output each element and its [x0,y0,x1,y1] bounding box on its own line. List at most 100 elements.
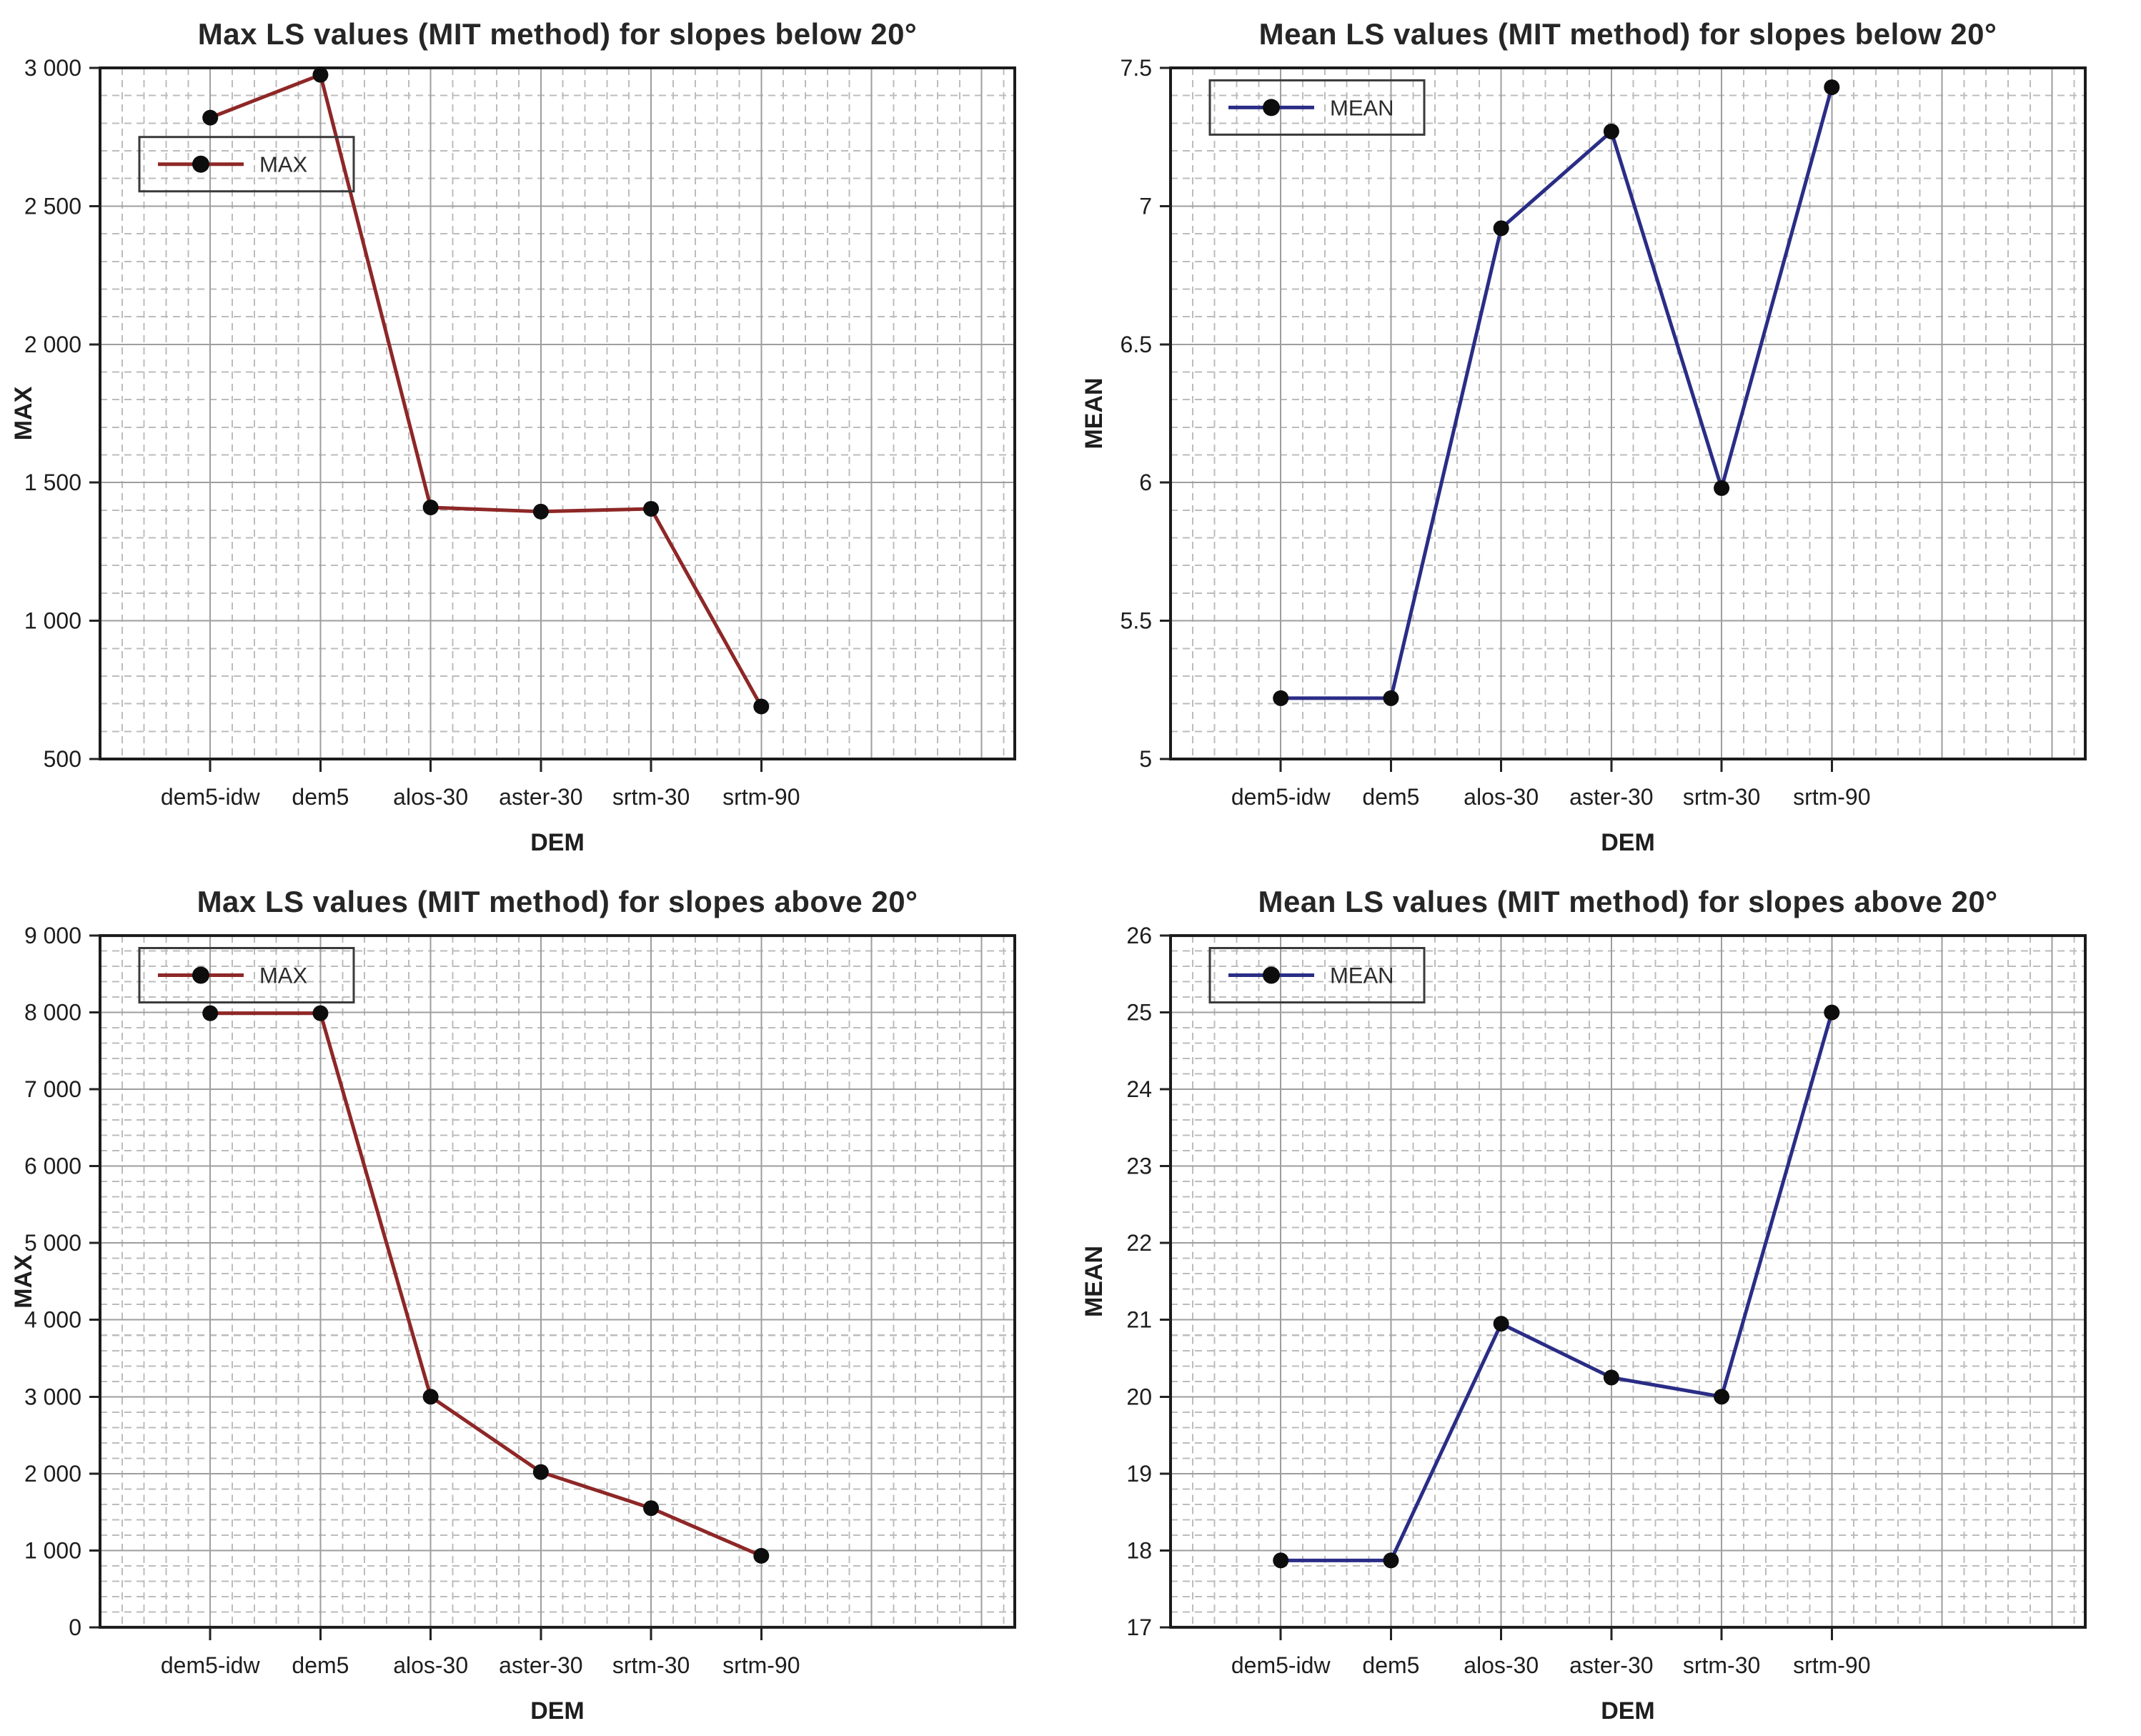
legend-marker-icon [1263,99,1280,116]
legend: MAX [138,946,355,1004]
y-tick-label: 20 [1126,1384,1152,1409]
grid-minor [100,936,1015,1627]
x-axis-labels: dem5-idw dem5 alos-30 aster-30 srtm-30 srtm-9… [161,1652,800,1678]
legend-label: MAX [259,963,307,988]
x-axis-title: DEM [530,829,585,856]
legend: MEAN [1208,946,1426,1004]
y-tick-label: 17 [1126,1615,1152,1640]
data-points [202,1005,770,1564]
legend-box [1208,946,1426,1004]
y-axis-labels: 5 5.5 6 6.5 7 7.5 [1121,55,1152,772]
axis-ticks [89,934,762,1640]
y-tick-label: 1 000 [24,1537,81,1563]
y-tick-label: 25 [1126,1000,1152,1026]
legend-label: MEAN [1330,95,1394,120]
y-axis-labels: 17 18 19 20 21 22 23 24 25 26 [1126,923,1152,1640]
legend-label: MAX [259,152,308,177]
legend: MEAN [1208,79,1426,136]
y-tick-label: 3 000 [24,55,81,81]
y-tick-label: 2 500 [24,193,81,219]
y-tick-label: 5 000 [24,1230,81,1256]
axis-ticks [1160,934,1833,1640]
data-point [1273,1552,1289,1569]
y-tick-label: 7 000 [24,1076,81,1102]
plot-border [99,66,1016,760]
y-tick-label: 2 000 [24,332,81,357]
data-point [1603,1369,1619,1386]
x-tick-label: alos-30 [393,1652,468,1678]
grid-major [1171,68,2085,759]
plot-border [99,934,1016,1629]
x-tick-label: aster-30 [1569,1652,1653,1678]
chart-title: Mean LS values (MIT method) for slopes b… [1258,17,1997,51]
data-point [1383,1552,1399,1569]
grid-major [100,936,1015,1627]
y-tick-label: 0 [69,1615,81,1640]
legend-box [138,136,355,193]
x-tick-label: dem5 [292,784,349,810]
x-tick-label: alos-30 [1464,784,1539,810]
y-tick-label: 6.5 [1121,332,1152,357]
x-axis-labels: dem5-idw dem5 alos-30 aster-30 srtm-30 srtm-9… [1231,1652,1871,1678]
data-point [1273,690,1289,706]
x-tick-label: srtm-90 [722,784,800,810]
legend-box [138,946,355,1004]
data-point [532,503,549,520]
data-point [532,1464,549,1480]
data-points [202,66,770,715]
data-point [422,500,439,516]
y-tick-label: 21 [1126,1307,1152,1333]
y-tick-label: 18 [1126,1537,1152,1563]
x-tick-label: srtm-30 [612,1652,690,1678]
series-line [1278,85,1834,700]
data-point [312,1005,329,1021]
y-tick-label: 8 000 [24,1000,81,1026]
grid-minor [1171,936,2085,1627]
data-point [753,1547,770,1564]
grid-major [1171,936,2085,1627]
series-line [1278,1011,1834,1562]
chart-max-ls-above-20: Max LS values (MIT method) for slopes ab… [0,868,1070,1736]
y-axis-title: MEAN [1081,1246,1108,1317]
data-points [1273,1004,1840,1569]
data-point [1714,1389,1730,1405]
data-point [643,500,660,517]
y-tick-label: 7 [1139,193,1152,219]
series-line [208,73,763,709]
y-tick-label: 24 [1126,1076,1152,1102]
x-tick-label: aster-30 [499,784,582,810]
y-axis-title: MAX [10,386,37,440]
chart-max-ls-above-20-canvas: 0 1 000 2 000 3 000 4 000 5 000 6 000 7 000 8 00… [10,923,1016,1725]
x-tick-label: aster-30 [1569,784,1653,810]
y-tick-label: 1 500 [24,470,81,495]
x-tick-label: dem5 [1362,784,1419,810]
x-tick-label: dem5 [1362,1652,1419,1678]
axis-ticks [89,66,762,772]
x-tick-label: dem5 [292,1652,349,1678]
x-tick-label: alos-30 [1464,1652,1539,1678]
y-axis-title: MEAN [1081,377,1108,449]
x-tick-label: alos-30 [393,784,468,810]
y-tick-label: 6 [1139,470,1152,495]
y-tick-label: 23 [1126,1154,1152,1179]
x-tick-label: srtm-30 [612,784,690,810]
chart-mean-ls-below-20-canvas: 5 5.5 6 6.5 7 7.5 dem5-idw dem5 alos-30 aster-30 s… [1081,55,2087,856]
legend: MAX [138,136,355,193]
y-tick-label: 500 [44,746,81,772]
x-tick-label: srtm-30 [1683,1652,1760,1678]
grid-minor [100,68,1015,759]
y-tick-label: 7.5 [1121,55,1152,81]
y-axis-title: MAX [10,1254,37,1309]
x-tick-label: srtm-90 [722,1652,800,1678]
x-axis-labels: dem5-idw dem5 alos-30 aster-30 srtm-30 srtm-9… [161,784,800,810]
chart-title: Max LS values (MIT method) for slopes be… [197,17,918,51]
series-line [208,1011,763,1558]
data-point [202,109,219,126]
chart-mean-ls-above-20: Mean LS values (MIT method) for slopes a… [1070,868,2141,1736]
y-axis-labels: 500 1 000 1 500 2 000 2 500 3 000 [24,55,81,772]
data-point [202,1005,219,1021]
y-tick-label: 6 000 [24,1154,81,1179]
y-tick-label: 5 [1139,746,1152,772]
y-tick-label: 1 000 [24,608,81,634]
